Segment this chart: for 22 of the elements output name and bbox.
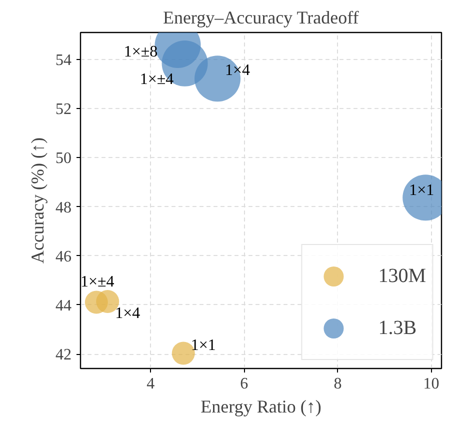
x-tick-label: 8 <box>334 376 342 392</box>
annotation: 1×±8 <box>124 44 158 61</box>
y-tick-label: 54 <box>56 52 72 69</box>
legend-label: 1.3B <box>378 316 417 340</box>
x-tick-label: 4 <box>146 376 155 392</box>
x-tick-label: 6 <box>240 376 248 392</box>
chart-title: Energy–Accuracy Tradeoff <box>162 8 359 28</box>
y-axis-title: Accuracy (%) (↑) <box>28 138 48 264</box>
annotation: 1×±4 <box>140 70 174 88</box>
y-tick-label: 44 <box>56 297 72 314</box>
x-tick-label: 10 <box>423 376 440 392</box>
legend-label: 130M <box>378 264 426 288</box>
y-tick-label: 48 <box>56 199 72 216</box>
annotation: 1×1 <box>409 182 434 200</box>
y-tick-label: 50 <box>56 150 72 168</box>
y-tick-label: 46 <box>56 248 72 266</box>
annotation: 1×4 <box>115 304 140 322</box>
annotation: 1×1 <box>190 336 216 354</box>
y-tick-label: 52 <box>56 101 72 118</box>
annotation: 1×±4 <box>80 274 114 291</box>
x-axis-title: Energy Ratio (↑) <box>200 396 322 416</box>
y-tick-label: 42 <box>56 346 72 364</box>
